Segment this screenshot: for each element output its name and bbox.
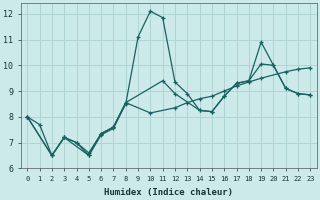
X-axis label: Humidex (Indice chaleur): Humidex (Indice chaleur) [104, 188, 233, 197]
